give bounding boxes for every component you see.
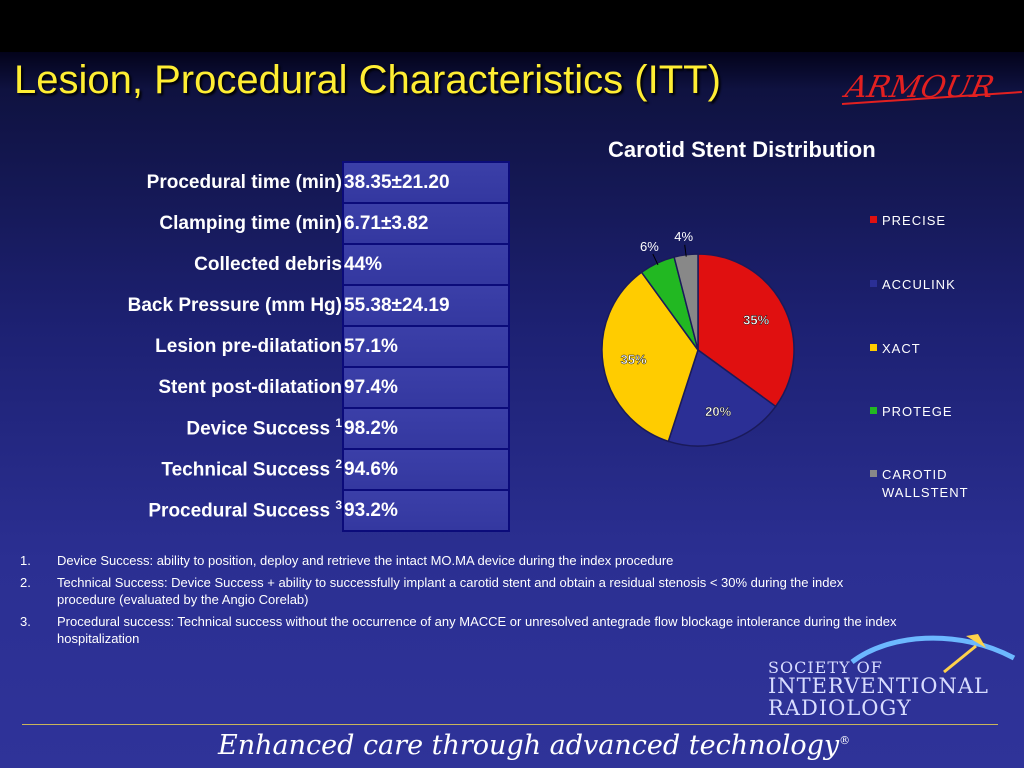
footnote-number: 1. <box>20 553 31 568</box>
table-row: Back Pressure (mm Hg) 55.38±24.19 <box>30 284 510 327</box>
footnote-item: 3. Procedural success: Technical success … <box>20 613 900 647</box>
legend-label: ACCULINK <box>882 277 956 292</box>
tagline-text: Enhanced care through advanced technolog… <box>218 730 840 761</box>
row-label-text: Lesion pre-dilatation <box>155 335 342 357</box>
slice-label: 35% <box>743 312 769 327</box>
footnote-text: Device Success: ability to position, dep… <box>57 553 674 568</box>
footnote-ref: 2 <box>335 457 342 472</box>
pie-slice <box>601 271 699 443</box>
row-label-text: Collected debris <box>194 253 342 275</box>
registered-mark: ® <box>839 734 851 747</box>
table-row: Technical Success 2 94.6% <box>30 448 510 491</box>
footnotes: 1. Device Success: ability to position, d… <box>20 552 900 652</box>
row-value: 57.1% <box>342 325 510 368</box>
row-label-text: Procedural Success <box>148 500 331 522</box>
row-label-text: Device Success <box>186 418 331 440</box>
pie-slice <box>697 253 795 408</box>
table-row: Clamping time (min) 6.71±3.82 <box>30 202 510 245</box>
footnote-text: Technical Success: Device Success + abil… <box>57 575 844 607</box>
footnote-item: 2. Technical Success: Device Success + ab… <box>20 574 900 608</box>
legend-label: PROTEGE <box>882 404 953 419</box>
legend-swatch <box>870 344 877 351</box>
footnote-ref: 1 <box>335 416 342 431</box>
row-label: Stent post-dilatation <box>30 367 343 408</box>
slide-title: Lesion, Procedural Characteristics (ITT) <box>14 58 721 102</box>
tagline: Enhanced care through advanced technolog… <box>218 730 850 761</box>
table-row: Device Success 1 98.2% <box>30 407 510 450</box>
slice-label: 20% <box>705 404 731 419</box>
legend-swatch <box>870 470 877 477</box>
footnote-number: 2. <box>20 575 31 590</box>
chart-title: Carotid Stent Distribution <box>608 137 876 162</box>
row-label: Procedural Success 3 <box>30 490 343 531</box>
row-label: Technical Success 2 <box>30 449 343 490</box>
legend-item: ACCULINK <box>870 276 1002 294</box>
top-band <box>0 0 1024 52</box>
slice-label: 6% <box>640 239 659 254</box>
row-label-text: Back Pressure (mm Hg) <box>127 294 342 316</box>
row-label: Clamping time (min) <box>30 203 343 244</box>
row-label-text: Procedural time (min) <box>146 171 342 193</box>
table-row: Procedural time (min) 38.35±21.20 <box>30 161 510 204</box>
sir-line-2: INTERVENTIONAL <box>768 674 989 698</box>
row-value: 6.71±3.82 <box>342 202 510 245</box>
legend-label: CAROTID WALLSTENT <box>882 467 969 500</box>
table-row: Lesion pre-dilatation 57.1% <box>30 325 510 368</box>
leader-line <box>684 244 687 257</box>
row-label: Lesion pre-dilatation <box>30 326 343 367</box>
footer-divider <box>22 724 998 725</box>
footnote-number: 3. <box>20 614 31 629</box>
row-value: 44% <box>342 243 510 286</box>
row-value: 55.38±24.19 <box>342 284 510 327</box>
legend-swatch <box>870 280 877 287</box>
row-label-text: Technical Success <box>161 459 331 481</box>
row-label: Procedural time (min) <box>30 162 343 203</box>
row-value: 98.2% <box>342 407 510 450</box>
armour-logo: ARMOUR <box>842 70 998 105</box>
row-value: 38.35±21.20 <box>342 161 510 204</box>
slice-label: 35% <box>621 352 647 367</box>
legend-swatch <box>870 216 877 223</box>
sir-arc-icon <box>850 634 1016 674</box>
legend-item: XACT <box>870 340 1002 358</box>
footnote-text: Procedural success: Technical success wi… <box>57 614 897 646</box>
row-label-text: Stent post-dilatation <box>158 376 342 398</box>
row-value: 93.2% <box>342 489 510 532</box>
row-label: Back Pressure (mm Hg) <box>30 285 343 326</box>
row-label-text: Clamping time (min) <box>159 212 342 234</box>
table-row: Procedural Success 3 93.2% <box>30 489 510 532</box>
legend-label: XACT <box>882 341 921 356</box>
sir-line-3: RADIOLOGY <box>768 696 912 720</box>
row-value: 97.4% <box>342 366 510 409</box>
legend-item: PRECISE <box>870 212 1002 230</box>
legend-item: PROTEGE <box>870 403 1002 421</box>
table-row: Stent post-dilatation 97.4% <box>30 366 510 409</box>
row-label: Collected debris <box>30 244 343 285</box>
sir-logo: SOCIETY OF INTERVENTIONAL RADIOLOGY <box>768 632 1018 722</box>
legend-swatch <box>870 407 877 414</box>
table-row: Collected debris 44% <box>30 243 510 286</box>
sir-line-1: SOCIETY OF <box>768 658 883 677</box>
leader-line <box>652 253 659 266</box>
procedural-metrics-table: Procedural time (min) 38.35±21.20 Clamping… <box>30 161 510 532</box>
row-value: 94.6% <box>342 448 510 491</box>
footnote-ref: 3 <box>335 498 342 513</box>
legend-item: CAROTID WALLSTENT <box>870 466 1002 502</box>
legend-label: PRECISE <box>882 213 947 228</box>
armour-swoosh-icon <box>841 91 1023 105</box>
slice-label: 4% <box>674 229 693 244</box>
footnote-item: 1. Device Success: ability to position, d… <box>20 552 900 569</box>
row-label: Device Success 1 <box>30 408 343 449</box>
stent-distribution-pie-chart: 35% 20% 35% 6% 4% <box>601 229 795 447</box>
pie-slice <box>667 348 777 447</box>
